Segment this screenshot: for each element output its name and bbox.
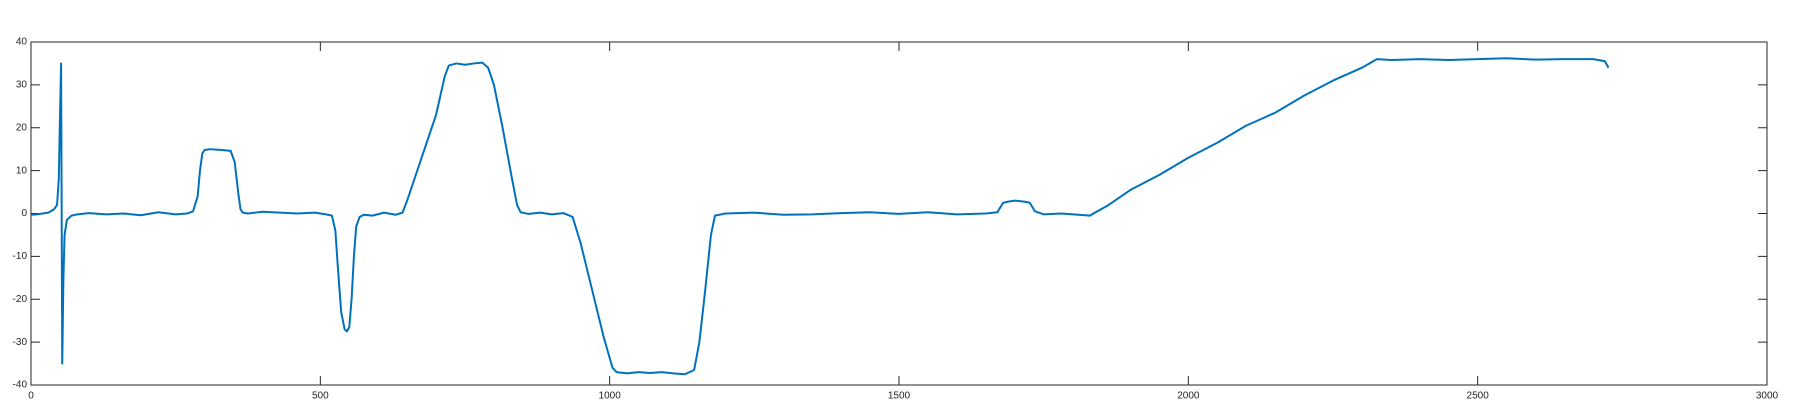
- y-tick-label: 40: [16, 37, 28, 48]
- y-tick-label: -10: [13, 251, 28, 262]
- x-tick-label: 1000: [599, 391, 622, 402]
- y-tick-label: -40: [13, 380, 28, 391]
- y-tick-label: -30: [13, 337, 28, 348]
- x-tick-label: 500: [312, 391, 329, 402]
- y-tick-label: 0: [21, 208, 27, 219]
- x-tick-label: 3000: [1756, 391, 1779, 402]
- y-tick-label: 20: [16, 122, 28, 133]
- y-tick-label: 30: [16, 80, 28, 91]
- y-tick-label: 10: [16, 165, 28, 176]
- y-tick-label: -20: [13, 294, 28, 305]
- x-tick-label: 2500: [1467, 391, 1490, 402]
- data-line: [30, 57, 1610, 376]
- x-tick-label: 0: [28, 391, 34, 402]
- x-tick-label: 2000: [1177, 391, 1200, 402]
- x-tick-label: 1500: [888, 391, 911, 402]
